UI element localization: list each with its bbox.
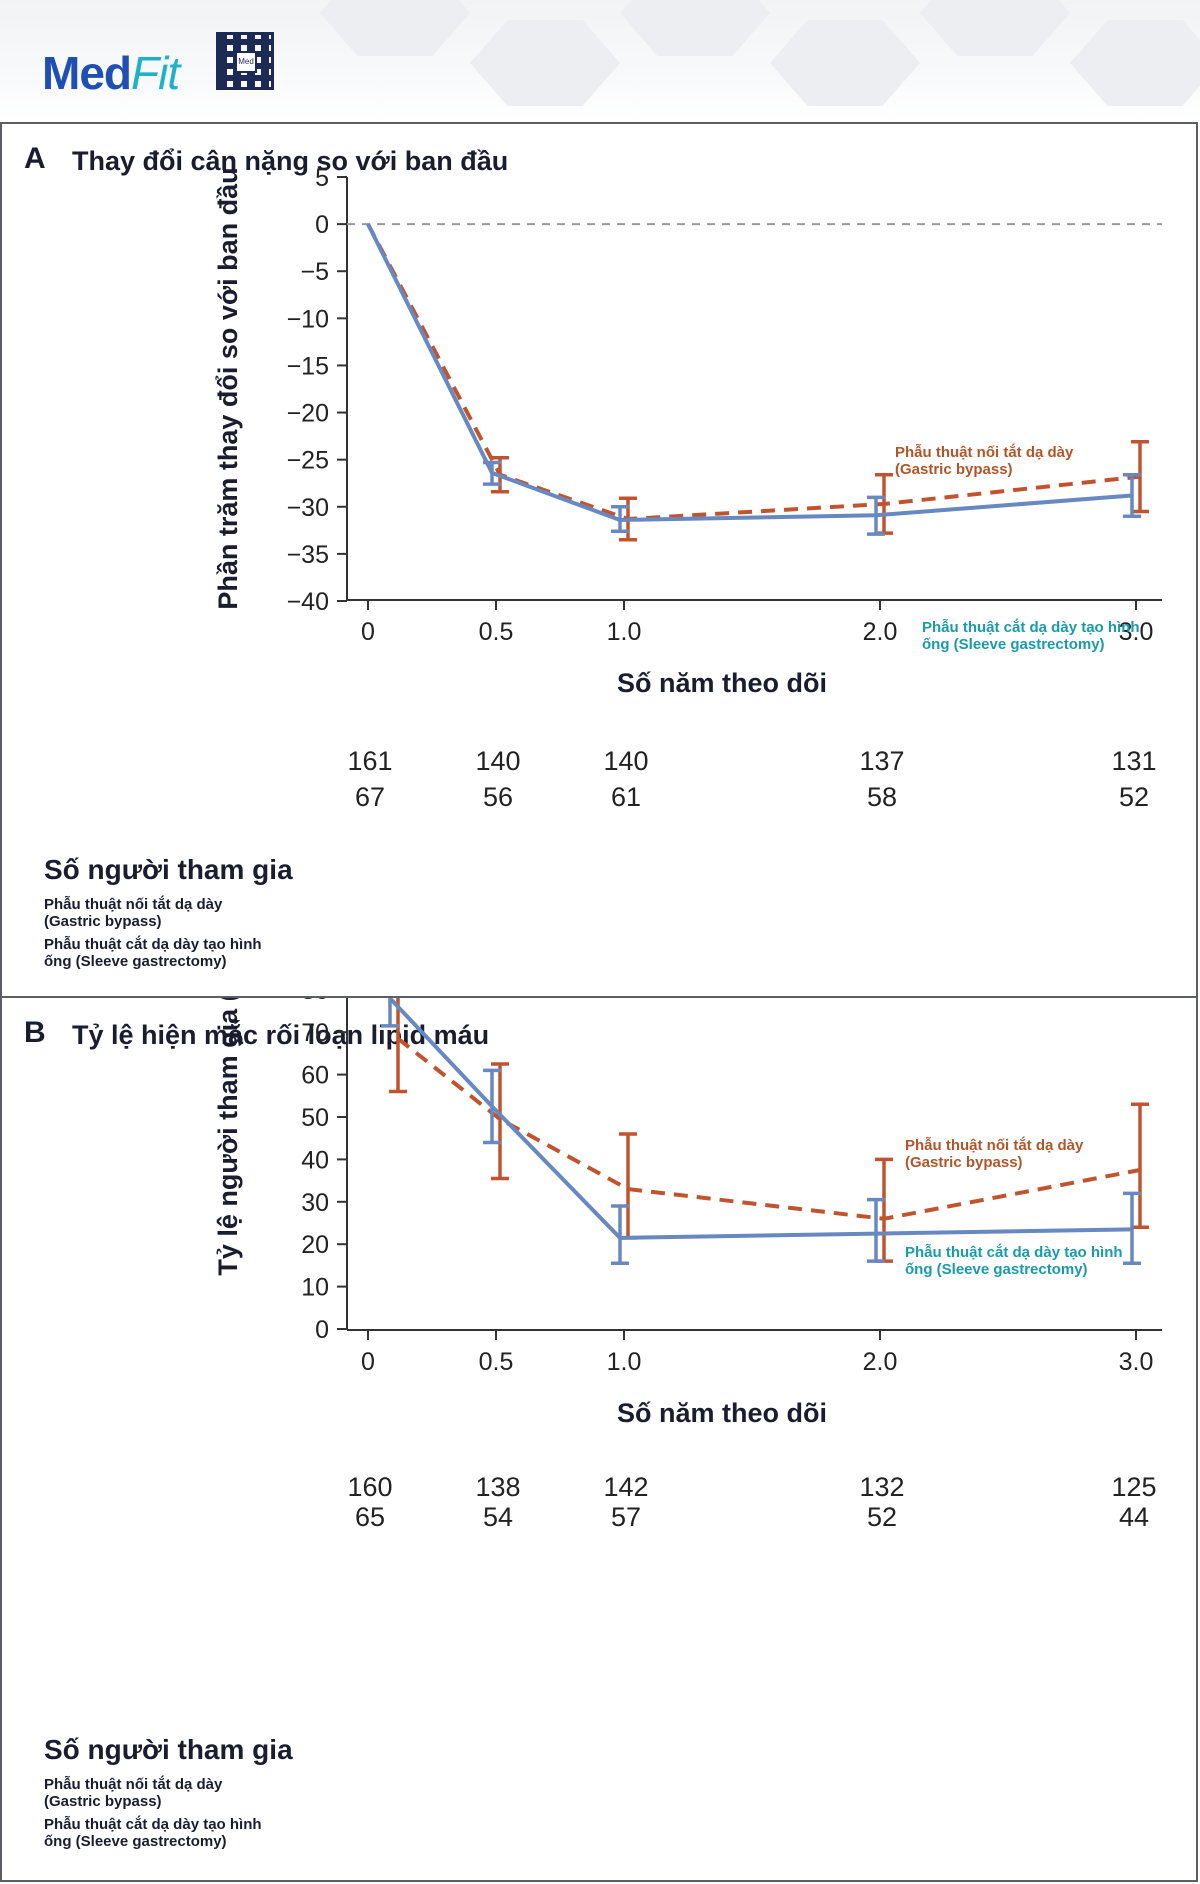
x-tick-label: 0 [361, 618, 375, 646]
panel-a: A Thay đổi cân nặng so với ban đầu 5 0 −5 −… [0, 122, 1198, 998]
sleeve-series-label: Phẫu thuật cắt dạ dày tạo hình [922, 618, 1140, 636]
y-tick-label: 80 [301, 998, 329, 1005]
sleeve-count-cell: 54 [482, 1502, 514, 1532]
y-tick-label: −5 [300, 258, 329, 286]
gastric-bypass-row-label: Phẫu thuật nối tắt dạ dày (Gastric bypas… [44, 1776, 223, 1810]
x-tick-label: 2.0 [863, 618, 898, 646]
brand-header: MedFit Med [0, 0, 1200, 122]
sleeve-line [366, 223, 1133, 522]
gastric-count-cell: 131 [1111, 746, 1157, 776]
gastric-count-cell: 142 [603, 1472, 649, 1502]
x-tick-label: 0 [361, 1348, 375, 1376]
sleeve-count-cell: 44 [1118, 1502, 1150, 1532]
x-axis-title: Số năm theo dõi [617, 1398, 827, 1428]
gastric-series-label: (Gastric bypass) [905, 1154, 1023, 1171]
qr-code: Med [216, 32, 274, 90]
sleeve-row-label: Phẫu thuật cắt dạ dày tạo hình ống (Slee… [44, 936, 262, 970]
qr-label: Med [235, 51, 257, 73]
y-tick-label: −15 [287, 352, 329, 380]
gastric-count-cell: 161 [347, 746, 393, 776]
y-axis-title: Phần trăm thay đổi so với ban đầu [213, 167, 243, 609]
gastric-series-label: Phẫu thuật nối tắt dạ dày [905, 1136, 1084, 1154]
panel-title: Thay đổi cân nặng so với ban đầu [72, 146, 509, 176]
sleeve-count-cell: 65 [354, 1502, 386, 1532]
y-axis-title: Tỷ lệ người tham gia (%) [213, 998, 243, 1276]
gastric-bypass-line [366, 223, 1141, 522]
x-tick-label: 1.0 [607, 618, 642, 646]
x-tick-label: 1.0 [607, 1348, 642, 1376]
gastric-count-cell: 132 [859, 1472, 905, 1502]
y-tick-label: 20 [301, 1231, 329, 1259]
y-tick-label: 40 [301, 1146, 329, 1174]
y-tick-label: 70 [301, 1019, 329, 1047]
sleeve-series-label: ống (Sleeve gastrectomy) [905, 1261, 1088, 1278]
gastric-count-cell: 138 [475, 1472, 521, 1502]
y-tick-label: −10 [287, 305, 329, 333]
sleeve-row-label: Phẫu thuật cắt dạ dày tạo hình ống (Slee… [44, 1816, 262, 1850]
dyslipidemia-chart: 100908070605040302010000.51.02.03.0Số nă… [213, 998, 1162, 1428]
sleeve-series-label: Phẫu thuật cắt dạ dày tạo hình [905, 1243, 1123, 1261]
gastric-series-label: (Gastric bypass) [895, 461, 1013, 478]
y-tick-label: 50 [301, 1104, 329, 1132]
medfit-logo: MedFit [42, 47, 180, 99]
sleeve-count-cell: 52 [866, 1502, 898, 1532]
sleeve-count-cell: 58 [866, 782, 898, 812]
panel-b: B Tỷ lệ hiện mắc rối loạn lipid máu 1009… [0, 996, 1198, 1882]
gastric-count-cell: 137 [859, 746, 905, 776]
weight-change-chart: 5 0 −5 −10 −15 −20 −25 −30 −35 −40 0 0.5 1.0 2.0 3.0 Số… [213, 164, 1162, 698]
gastric-count-cell: 160 [347, 1472, 393, 1502]
y-tick-label: 0 [315, 211, 329, 239]
panel-letter: B [24, 1016, 46, 1049]
gastric-bypass-row-label: Phẫu thuật nối tắt dạ dày (Gastric bypas… [44, 896, 223, 930]
sleeve-line [388, 998, 1133, 1240]
sleeve-count-cell: 52 [1118, 782, 1150, 812]
x-tick-label: 2.0 [863, 1348, 898, 1376]
y-tick-label: −35 [287, 541, 329, 569]
sleeve-count-cell: 67 [354, 782, 386, 812]
sleeve-series-label: ống (Sleeve gastrectomy) [922, 636, 1105, 653]
y-tick-label: 10 [301, 1274, 329, 1302]
gastric-count-cell: 140 [475, 746, 521, 776]
y-tick-label: 30 [301, 1189, 329, 1217]
sleeve-count-cell: 56 [482, 782, 514, 812]
x-tick-label: 0.5 [479, 1348, 514, 1376]
y-tick-label: 5 [315, 164, 329, 192]
y-tick-label: 0 [315, 1316, 329, 1344]
sleeve-count-cell: 57 [610, 1502, 642, 1532]
x-axis-title: Số năm theo dõi [617, 668, 827, 698]
panel-letter: A [24, 142, 46, 175]
panel-title: Tỷ lệ hiện mắc rối loạn lipid máu [72, 1020, 490, 1050]
x-tick-label: 0.5 [479, 618, 514, 646]
y-tick-label: −30 [287, 494, 329, 522]
gastric-series-label: Phẫu thuật nối tắt dạ dày [895, 443, 1074, 461]
y-tick-label: −25 [287, 447, 329, 475]
y-tick-label: −20 [287, 400, 329, 428]
sleeve-count-cell: 61 [610, 782, 642, 812]
participants-heading: Số người tham gia [44, 854, 293, 885]
gastric-count-cell: 125 [1111, 1472, 1157, 1502]
x-tick-label: 3.0 [1119, 1348, 1154, 1376]
gastric-bypass-line [396, 1036, 1141, 1221]
y-tick-label: −40 [287, 588, 329, 616]
y-tick-label: 60 [301, 1062, 329, 1090]
participants-heading: Số người tham gia [44, 1734, 293, 1765]
gastric-count-cell: 140 [603, 746, 649, 776]
x-tick-label: 3.0 [1119, 618, 1154, 646]
